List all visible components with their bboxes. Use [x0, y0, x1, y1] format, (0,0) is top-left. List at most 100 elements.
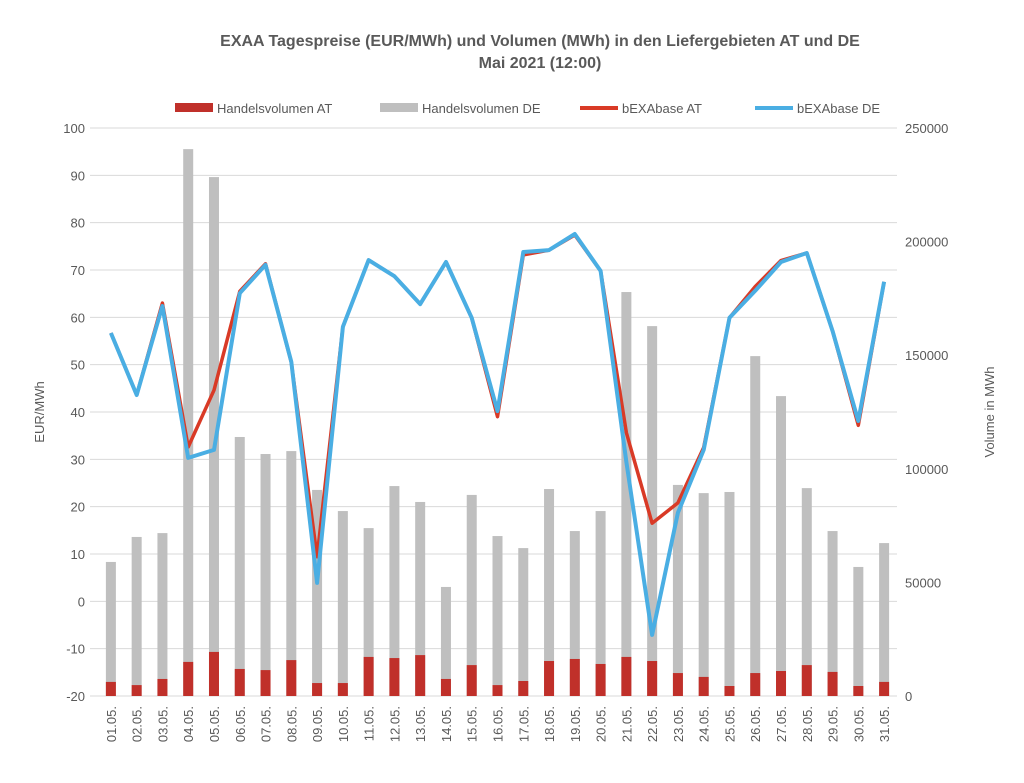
x-tick-label: 25.05.	[722, 706, 737, 742]
bar-handelsvolumen-at	[441, 679, 451, 696]
x-tick-label: 17.05.	[516, 706, 531, 742]
bar-handelsvolumen-de	[724, 492, 734, 696]
bar-handelsvolumen-at	[493, 685, 503, 696]
x-tick-label: 22.05.	[645, 706, 660, 742]
x-tick-label: 10.05.	[336, 706, 351, 742]
chart-title: EXAA Tagespreise (EUR/MWh) und Volumen (…	[220, 33, 860, 50]
bar-handelsvolumen-at	[828, 672, 838, 696]
bar-handelsvolumen-at	[209, 652, 219, 696]
x-tick-label: 11.05.	[362, 706, 377, 741]
x-tick-label: 05.05.	[207, 706, 222, 742]
bar-handelsvolumen-at	[724, 686, 734, 696]
line-bexabase-at	[111, 235, 884, 557]
bar-handelsvolumen-at	[415, 655, 425, 696]
bar-handelsvolumen-at	[235, 669, 245, 696]
x-tick-label: 26.05.	[748, 706, 763, 742]
y-tick-label: 30	[71, 452, 85, 467]
y-tick-label: -20	[66, 689, 85, 704]
bar-handelsvolumen-at	[879, 682, 889, 696]
bar-handelsvolumen-at	[596, 664, 606, 696]
bar-handelsvolumen-at	[157, 679, 167, 696]
x-tick-label: 14.05.	[439, 706, 454, 742]
bar-handelsvolumen-at	[699, 677, 709, 696]
x-tick-label: 16.05.	[491, 706, 506, 742]
bar-handelsvolumen-de	[106, 562, 116, 696]
x-tick-label: 03.05.	[155, 706, 170, 742]
x-tick-label: 01.05.	[104, 706, 119, 742]
bar-handelsvolumen-at	[802, 665, 812, 696]
chart-subtitle: Mai 2021 (12:00)	[479, 55, 602, 72]
y-axis-title: EUR/MWh	[32, 381, 47, 442]
x-tick-label: 15.05.	[465, 706, 480, 742]
y-tick-label: 60	[71, 310, 85, 325]
y-tick-label: 20	[71, 500, 85, 515]
legend-swatch	[175, 103, 213, 112]
legend-label: bEXAbase AT	[622, 101, 702, 116]
bar-handelsvolumen-de	[750, 356, 760, 696]
x-tick-label: 27.05.	[774, 706, 789, 742]
y2-tick-label: 50000	[905, 575, 941, 590]
x-tick-label: 09.05.	[310, 706, 325, 742]
bar-handelsvolumen-at	[621, 657, 631, 696]
x-tick-label: 04.05.	[181, 706, 196, 742]
x-tick-label: 12.05.	[387, 706, 402, 742]
bar-handelsvolumen-at	[853, 686, 863, 696]
x-tick-label: 29.05.	[826, 706, 841, 742]
bar-handelsvolumen-at	[261, 670, 271, 696]
x-tick-label: 23.05.	[671, 706, 686, 742]
bar-handelsvolumen-de	[493, 536, 503, 696]
bar-handelsvolumen-at	[106, 682, 116, 696]
legend-swatch	[380, 103, 418, 112]
bar-handelsvolumen-de	[235, 437, 245, 696]
x-tick-label: 24.05.	[697, 706, 712, 742]
bar-handelsvolumen-de	[699, 493, 709, 696]
bar-handelsvolumen-at	[776, 671, 786, 696]
bar-handelsvolumen-at	[132, 685, 142, 696]
y-tick-label: 0	[78, 594, 85, 609]
x-tick-label: 06.05.	[233, 706, 248, 742]
bar-handelsvolumen-at	[183, 662, 193, 696]
x-axis-ticks: 01.05.02.05.03.05.04.05.05.05.06.05.07.0…	[104, 706, 892, 742]
bar-handelsvolumen-de	[338, 511, 348, 696]
y-tick-label: 90	[71, 168, 85, 183]
bar-handelsvolumen-at	[312, 683, 322, 696]
x-tick-label: 18.05.	[542, 706, 557, 742]
y-tick-label: 10	[71, 547, 85, 562]
y-tick-label: 50	[71, 358, 85, 373]
bar-handelsvolumen-de	[802, 488, 812, 696]
bar-handelsvolumen-de	[157, 533, 167, 696]
bars	[106, 149, 889, 696]
x-tick-label: 30.05.	[851, 706, 866, 742]
x-tick-label: 08.05.	[284, 706, 299, 742]
bar-handelsvolumen-at	[570, 659, 580, 696]
y2-tick-label: 0	[905, 689, 912, 704]
bar-handelsvolumen-de	[879, 543, 889, 696]
bar-handelsvolumen-at	[467, 665, 477, 696]
bar-handelsvolumen-de	[132, 537, 142, 696]
y-tick-label: 80	[71, 216, 85, 231]
legend-label: Handelsvolumen DE	[422, 101, 541, 116]
bar-handelsvolumen-at	[338, 683, 348, 696]
x-tick-label: 19.05.	[568, 706, 583, 742]
y-tick-label: 40	[71, 405, 85, 420]
y-tick-label: -10	[66, 642, 85, 657]
bar-handelsvolumen-de	[828, 531, 838, 696]
x-tick-label: 07.05.	[259, 706, 274, 742]
bar-handelsvolumen-de	[518, 548, 528, 696]
y2-axis-title: Volume in MWh	[982, 366, 997, 457]
bar-handelsvolumen-de	[286, 451, 296, 696]
bar-handelsvolumen-at	[389, 658, 399, 696]
bar-handelsvolumen-de	[261, 454, 271, 696]
bar-handelsvolumen-de	[853, 567, 863, 696]
bar-handelsvolumen-at	[750, 673, 760, 696]
y-tick-label: 70	[71, 263, 85, 278]
bar-handelsvolumen-at	[647, 661, 657, 696]
bar-handelsvolumen-de	[776, 396, 786, 696]
x-tick-label: 20.05.	[594, 706, 609, 742]
y2-tick-label: 100000	[905, 462, 948, 477]
